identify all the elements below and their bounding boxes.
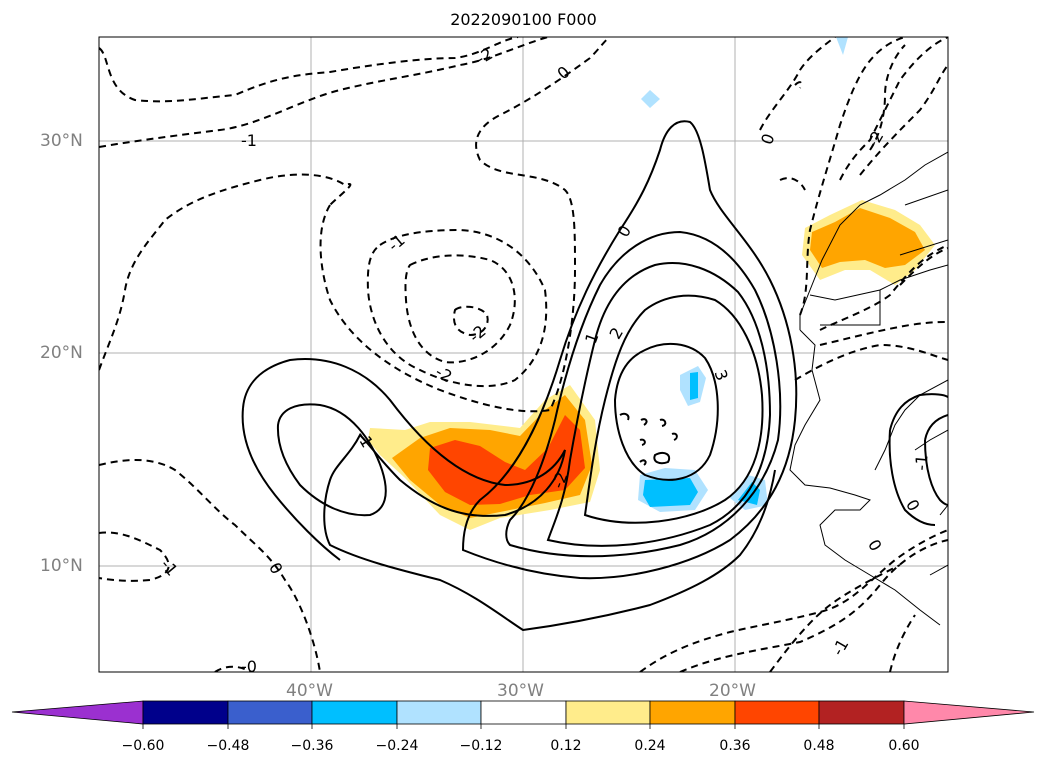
negative-anomaly-light-5	[836, 37, 848, 55]
lat-label-20n: 20°N	[40, 343, 83, 363]
contour-label: -2	[548, 469, 571, 490]
contour-label: 1	[581, 330, 602, 346]
colorbar-ticks	[142, 724, 905, 729]
contour-label: 0	[265, 559, 287, 577]
colorbar-tick-label: 0.48	[803, 738, 835, 754]
lat-label-30n: 30°N	[40, 131, 83, 151]
colorbar-bin	[227, 700, 313, 725]
colorbar-bin	[142, 700, 229, 725]
contour-label: -0	[241, 657, 257, 676]
negative-anomaly-strong-1	[643, 478, 698, 507]
positive-contours	[241, 120, 948, 632]
lat-label-10n: 10°N	[40, 556, 83, 576]
colorbar-tick-label: −0.48	[206, 738, 250, 754]
colorbar-tick-label: −0.36	[290, 738, 334, 754]
colorbar-extend-low	[11, 700, 144, 725]
contour-labels: -2 0 -1 -1 -2 -2 0 1 2 3 -1 -2 0 -1 0 0 …	[157, 44, 932, 676]
colorbar	[11, 700, 1035, 729]
contour-label: 3	[710, 367, 731, 383]
gridlines	[99, 37, 948, 672]
contour-label: -2	[465, 321, 489, 346]
contour-label: 0	[757, 131, 778, 147]
contour-label: -1	[241, 131, 257, 150]
negative-anomaly-strong-3	[690, 372, 698, 400]
colorbar-bin	[480, 700, 567, 725]
colorbar-tick-label: −0.24	[375, 738, 419, 754]
positive-anomaly-northeast-mid	[810, 208, 925, 268]
colorbar-bin	[818, 700, 905, 725]
lon-label-20w: 20°W	[709, 681, 756, 701]
map-frame	[98, 36, 949, 673]
contour-label: 0	[902, 496, 924, 514]
colorbar-tick-label: −0.60	[121, 738, 165, 754]
negative-anomaly-light-4	[641, 90, 660, 108]
lon-label-30w: 30°W	[497, 681, 544, 701]
colorbar-bin	[396, 700, 482, 725]
coastlines	[789, 151, 948, 626]
positive-anomaly-main-strong	[428, 415, 585, 505]
colorbar-tick-label: 0.12	[550, 738, 582, 754]
colorbar-bin	[649, 700, 736, 725]
negative-contours	[99, 37, 948, 672]
colorbar-tick-label: 0.36	[719, 738, 751, 754]
colorbar-extend-high	[903, 700, 1035, 725]
contour-label: -1	[828, 636, 852, 659]
colorbar-bin	[734, 700, 820, 725]
colorbar-tick-label: −0.12	[459, 738, 503, 754]
shaded-field	[368, 37, 935, 530]
contour-label: -2	[473, 44, 496, 68]
colorbar-tick-label: 0.60	[888, 738, 920, 754]
colorbar-bin	[311, 700, 398, 725]
colorbar-bin	[565, 700, 651, 725]
contour-label: 0	[864, 536, 886, 554]
contour-label: -1	[911, 454, 931, 472]
colorbar-tick-label: 0.24	[634, 738, 666, 754]
map-title: 2022090100 F000	[450, 10, 597, 29]
contour-label: -2	[432, 362, 455, 386]
lon-label-40w: 40°W	[286, 681, 333, 701]
